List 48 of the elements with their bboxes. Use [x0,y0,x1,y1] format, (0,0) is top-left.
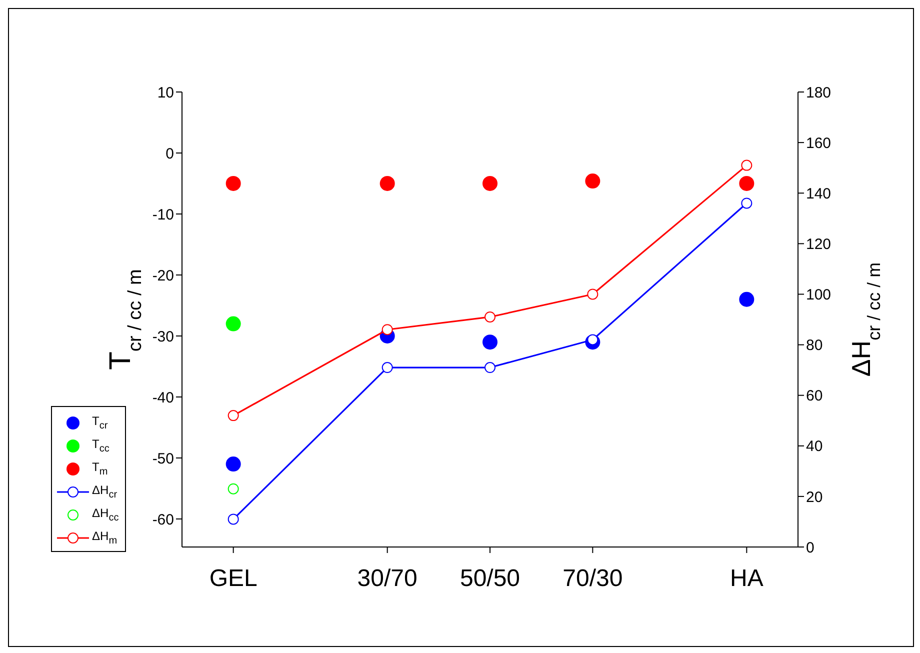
legend-label: ΔH$_{m}$ [92,528,118,546]
point [482,334,498,350]
legend-label: T$_{m}$ [92,460,108,478]
point [741,160,752,171]
y2-tick-label: 100 [806,286,832,304]
y2-tick-label: 20 [806,488,823,506]
point [226,316,241,332]
x-tick-label: 30/70 [357,565,418,592]
point [228,514,239,525]
point [587,288,598,300]
y2-tick-label: 140 [806,185,832,202]
legend-label: ΔH$_{cr}$ [92,482,118,500]
y2-tick-label: 160 [806,134,832,152]
point [482,176,498,191]
y-tick-label: -10 [152,206,174,224]
point [585,174,600,189]
y2-tick-label: 40 [806,438,823,456]
point [739,176,754,191]
point [382,324,393,336]
y-tick-label: -30 [152,328,174,346]
x-tick-label: HA [730,565,764,592]
y2-tick-label: 60 [806,388,823,405]
point [741,198,752,209]
x-tick-label: 70/30 [562,565,623,592]
y2-tick-label: 120 [806,236,832,253]
y-tick-label: 10 [157,84,174,102]
point [484,362,496,374]
point [228,410,239,422]
point [226,176,241,191]
y-tick-label: -40 [152,389,174,406]
point [484,311,496,322]
point [226,456,241,472]
y-tick-label: -60 [152,511,174,528]
point [380,176,395,191]
y-tick-label: 0 [166,145,174,162]
legend-label: T$_{cc}$ [92,436,110,454]
point [228,483,239,494]
legend-label: T$_{cr}$ [92,414,108,432]
y2-tick-label: 180 [806,84,832,102]
legend-label: ΔH$_{cc}$ [92,506,119,524]
y2-tick-label: 80 [806,337,823,354]
point [739,292,754,307]
y-tick-label: -50 [152,450,174,468]
x-tick-label: 50/50 [460,565,520,592]
y-tick-label: -20 [152,267,174,284]
x-tick-label: GEL [209,565,258,592]
y2-tick-label: 0 [806,539,814,556]
point [382,362,393,374]
